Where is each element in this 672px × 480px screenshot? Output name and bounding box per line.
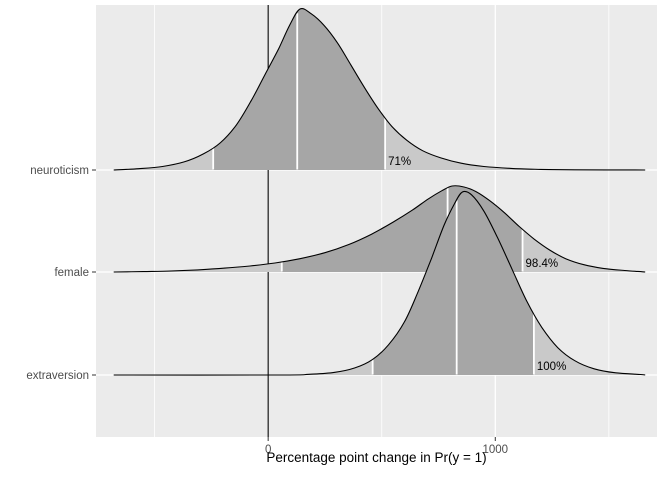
y-axis-label-extraversion: extraversion bbox=[26, 370, 89, 382]
x-tick-label: 1000 bbox=[482, 444, 508, 456]
density-interval-extraversion bbox=[372, 191, 534, 375]
density-outline-neuroticism bbox=[113, 8, 646, 171]
annotation-neuroticism: 71% bbox=[388, 156, 411, 168]
density-outline-extraversion bbox=[113, 190, 646, 376]
x-axis-title: Percentage point change in Pr(y = 1) bbox=[266, 450, 487, 465]
annotation-extraversion: 100% bbox=[537, 361, 566, 373]
annotation-female: 98.4% bbox=[526, 258, 559, 270]
density-interval-neuroticism bbox=[213, 8, 386, 170]
y-axis-label-neuroticism: neuroticism bbox=[30, 165, 89, 177]
density-outline-female bbox=[113, 185, 646, 273]
x-tick-label: 0 bbox=[265, 444, 271, 456]
y-axis-label-female: female bbox=[54, 267, 89, 279]
